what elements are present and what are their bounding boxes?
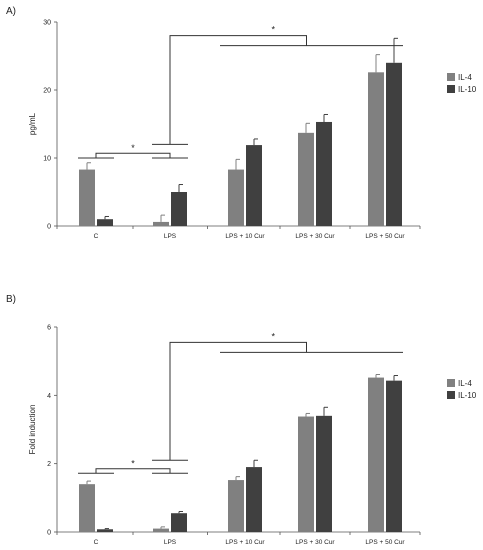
legend-swatch-il4 bbox=[447, 379, 455, 387]
bar-il10 bbox=[246, 145, 262, 226]
bar-il10 bbox=[386, 380, 402, 532]
x-tick-label: LPS + 50 Cur bbox=[365, 539, 405, 546]
x-tick-label: LPS + 50 Cur bbox=[365, 233, 405, 240]
bar-il10 bbox=[316, 415, 332, 532]
x-tick-label: LPS bbox=[164, 233, 177, 240]
y-tick-label: 2 bbox=[47, 461, 51, 468]
x-tick-label: LPS + 10 Cur bbox=[225, 539, 265, 546]
x-tick-label: LPS + 30 Cur bbox=[295, 539, 335, 546]
bar-il4 bbox=[368, 72, 384, 226]
y-tick-label: 10 bbox=[43, 156, 51, 163]
x-tick-label: C bbox=[94, 539, 99, 546]
legend-label-il4: IL-4 bbox=[458, 73, 472, 82]
significance-star: * bbox=[271, 331, 275, 341]
bar-il4 bbox=[79, 484, 95, 532]
y-axis-label: pg/mL bbox=[28, 112, 37, 135]
panel-a: A) 0 10 20 30 pg/mL C LPS LPS + 10 Cur LPS + 30 C… bbox=[6, 6, 477, 240]
legend-label-il10: IL-10 bbox=[458, 85, 477, 94]
sig-bracket bbox=[169, 341, 307, 461]
bar-il10 bbox=[97, 219, 113, 226]
legend-swatch-il4 bbox=[447, 73, 455, 81]
bar-il10 bbox=[386, 62, 402, 226]
panel-label: B) bbox=[6, 294, 16, 305]
bar-il10 bbox=[97, 529, 113, 532]
y-axis-label: Fold induction bbox=[28, 405, 37, 455]
bar-il10 bbox=[171, 192, 187, 226]
x-tick-label: C bbox=[94, 233, 99, 240]
y-tick-label: 0 bbox=[47, 530, 51, 537]
bar-il4 bbox=[153, 528, 169, 532]
legend-swatch-il10 bbox=[447, 391, 455, 399]
bar-il4 bbox=[153, 221, 169, 226]
bar-il4 bbox=[79, 169, 95, 226]
y-tick-label: 6 bbox=[47, 325, 51, 332]
bar-il4 bbox=[228, 480, 244, 532]
panel-label: A) bbox=[6, 6, 16, 17]
sig-bracket bbox=[95, 152, 171, 158]
sig-bracket bbox=[95, 468, 171, 474]
bar-il10 bbox=[171, 513, 187, 532]
significance-star: * bbox=[131, 459, 135, 469]
bar-il4 bbox=[228, 169, 244, 226]
bar-il10 bbox=[316, 121, 332, 226]
x-tick-label: LPS + 30 Cur bbox=[295, 233, 335, 240]
significance-star: * bbox=[271, 25, 275, 35]
x-tick-label: LPS + 10 Cur bbox=[225, 233, 265, 240]
legend-swatch-il10 bbox=[447, 85, 455, 93]
bar-il4 bbox=[298, 416, 314, 532]
y-tick-label: 20 bbox=[43, 88, 51, 95]
legend-label-il10: IL-10 bbox=[458, 391, 477, 400]
bar-il4 bbox=[368, 377, 384, 532]
bar-il10 bbox=[246, 467, 262, 532]
panel-b: B) 0 2 4 6 Fold induction C LPS LPS + 10 Cur LPS … bbox=[6, 294, 477, 546]
legend-label-il4: IL-4 bbox=[458, 379, 472, 388]
significance-star: * bbox=[131, 143, 135, 153]
y-tick-label: 4 bbox=[47, 393, 51, 400]
y-tick-label: 30 bbox=[43, 20, 51, 27]
x-tick-label: LPS bbox=[164, 539, 177, 546]
bar-il4 bbox=[298, 132, 314, 226]
y-tick-label: 0 bbox=[47, 224, 51, 231]
sig-bracket bbox=[169, 35, 307, 145]
